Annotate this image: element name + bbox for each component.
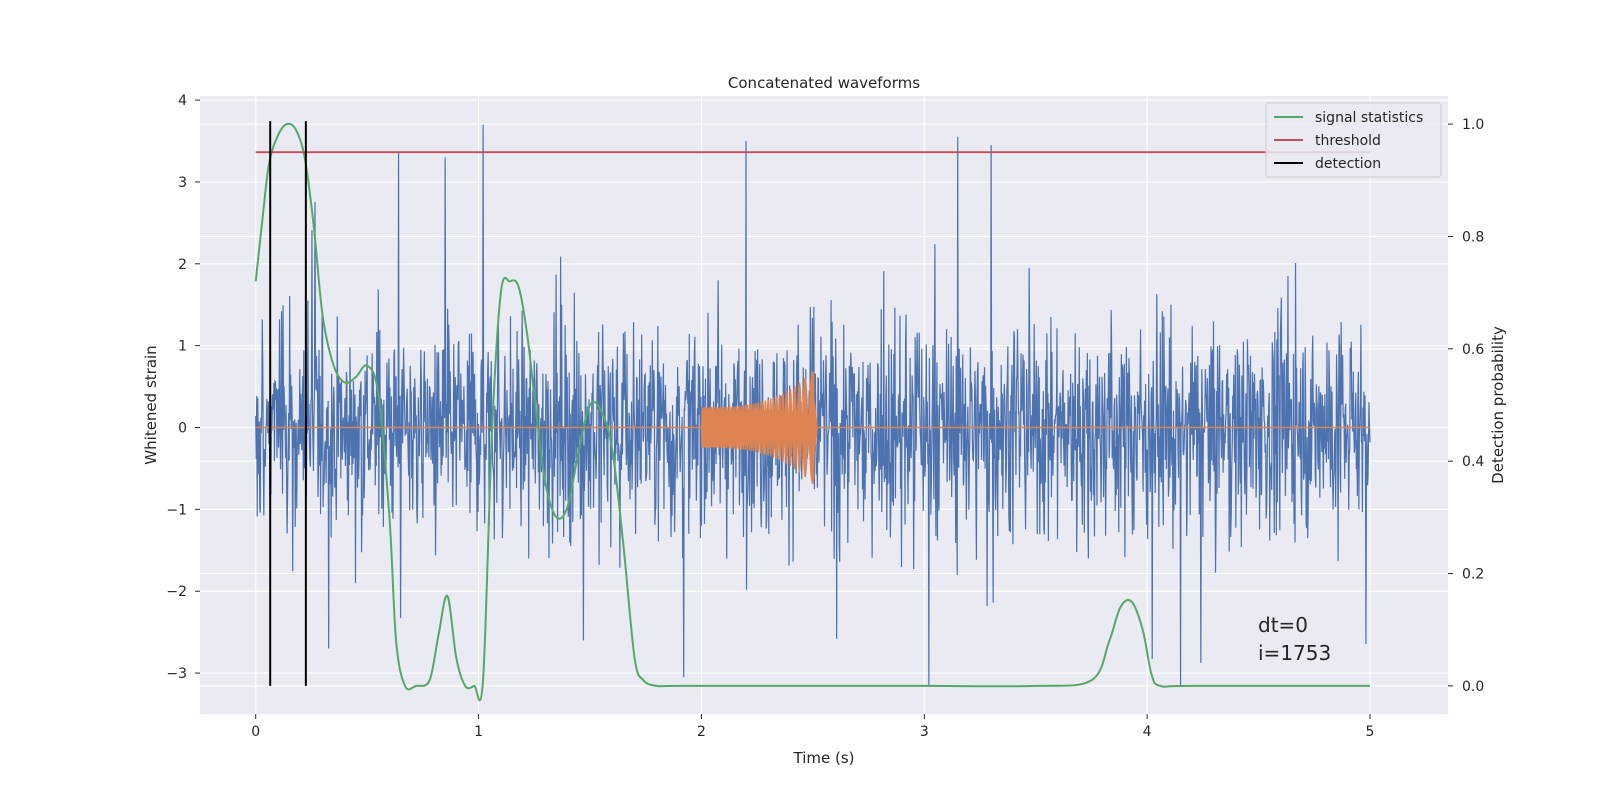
y-tick-label-4: 1	[178, 339, 187, 355]
annotation-index: i=1753	[1258, 641, 1331, 665]
legend-label-detection: detection	[1315, 156, 1381, 172]
chart-title: Concatenated waveforms	[728, 74, 920, 92]
y-tick-label-2: −1	[166, 502, 187, 518]
legend-box	[1265, 102, 1442, 178]
y-tick-label-3: 0	[178, 421, 187, 437]
axis-ticks: 0 1 2 3 4 5 −3 −2 −1 0 1 2 3 4 0.0 0.2 0.4 0.6 0.8 1.0	[166, 93, 1484, 740]
y2-axis-label: Detection probability	[1489, 326, 1507, 484]
signal-statistics-line	[254, 122, 1370, 702]
y2-tick-label-3: 0.6	[1462, 342, 1484, 358]
y-tick-label-6: 3	[178, 175, 187, 191]
y2-tick-label-1: 0.2	[1462, 567, 1484, 583]
waveform-chirp	[700, 371, 818, 484]
injected-waveform-series	[255, 371, 1370, 484]
x-tick-label-3: 3	[920, 724, 929, 740]
y-tick-label-1: −2	[166, 584, 187, 600]
y2-tick-label-4: 0.8	[1462, 229, 1484, 245]
y-tick-label-0: −3	[166, 666, 187, 682]
y-tick-label-7: 4	[178, 93, 187, 109]
y2-tick-label-5: 1.0	[1462, 117, 1484, 133]
signal-statistics-series	[254, 122, 1370, 702]
annotation-dt: dt=0	[1258, 613, 1308, 637]
y2-tick-label-2: 0.4	[1462, 454, 1484, 470]
x-tick-label-2: 2	[697, 724, 706, 740]
legend: signal statistics threshold detection	[1265, 102, 1442, 178]
x-tick-label-4: 4	[1143, 724, 1152, 740]
y-tick-label-5: 2	[178, 257, 187, 273]
x-axis-label: Time (s)	[793, 749, 855, 767]
detection-lines	[269, 121, 307, 686]
x-tick-label-1: 1	[474, 724, 483, 740]
y-axis-label: Whitened strain	[142, 345, 160, 464]
y2-tick-label-0: 0.0	[1462, 679, 1484, 695]
legend-label-signal-statistics: signal statistics	[1315, 110, 1423, 126]
x-tick-label-5: 5	[1366, 724, 1375, 740]
legend-label-threshold: threshold	[1315, 133, 1381, 149]
x-tick-label-0: 0	[251, 724, 260, 740]
